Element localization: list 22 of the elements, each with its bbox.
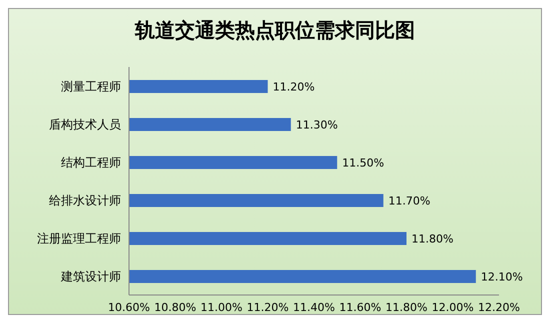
data-label: 11.30% <box>296 118 338 132</box>
y-tick-label: 注册监理工程师 <box>37 231 121 246</box>
y-tick-label: 结构工程师 <box>61 155 121 170</box>
data-label: 11.20% <box>272 80 315 94</box>
x-tick-label: 11.00% <box>200 300 242 314</box>
y-tick-label: 盾构技术人员 <box>49 117 121 132</box>
x-tick-label: 11.60% <box>339 300 382 314</box>
data-label: 11.70% <box>388 194 430 208</box>
y-tick-label: 测量工程师 <box>61 79 121 94</box>
x-tick-label: 10.60% <box>108 300 150 314</box>
x-tick-label: 11.40% <box>293 300 335 314</box>
chart-title: 轨道交通类热点职位需求同比图 <box>134 17 416 44</box>
data-label: 11.50% <box>342 156 384 170</box>
x-tick-label: 12.20% <box>478 300 520 314</box>
x-tick-label: 10.80% <box>154 300 196 314</box>
y-tick-label: 给排水设计师 <box>49 193 121 208</box>
data-label: 12.10% <box>480 270 523 284</box>
x-tick-label: 11.20% <box>246 300 289 314</box>
data-label: 11.80% <box>412 232 454 246</box>
x-tick-label: 12.00% <box>432 300 474 314</box>
x-tick-label: 11.80% <box>386 300 428 314</box>
y-tick-label: 建筑设计师 <box>60 269 121 284</box>
